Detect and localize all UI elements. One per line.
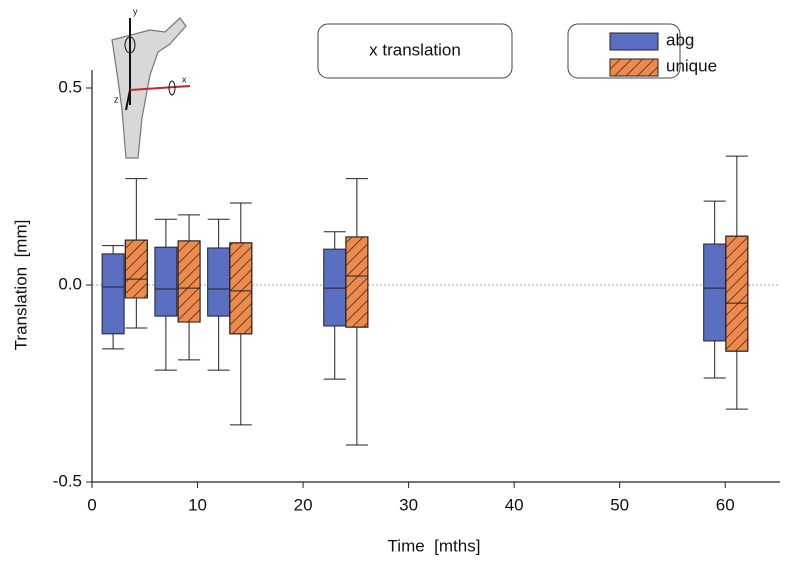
box [703, 243, 727, 342]
box [323, 248, 347, 327]
legend-label: abg [666, 30, 694, 49]
x-tick-label: 0 [87, 495, 96, 514]
y-axis-title: Translation [mm] [11, 220, 30, 351]
annotation-box [317, 23, 513, 79]
box [101, 253, 125, 335]
inset-illustration: y x z [111, 6, 191, 159]
box-hatch [124, 239, 148, 299]
x-tick-label: 10 [188, 495, 207, 514]
legend-swatch [609, 32, 659, 51]
inset-axis-label: y [133, 6, 138, 16]
annotation: x translation [369, 40, 461, 59]
y-tick-label: -0.5 [53, 471, 82, 490]
box-hatch [177, 240, 201, 323]
box-hatch [229, 242, 253, 335]
y-tick-label: 0.0 [58, 274, 82, 293]
legend-label: unique [666, 56, 717, 75]
box [154, 246, 178, 317]
box [207, 247, 231, 317]
x-tick-label: 40 [505, 495, 524, 514]
x-tick-label: 20 [294, 495, 313, 514]
x-axis-title: Time [mths] [388, 536, 481, 555]
box-hatch [345, 236, 369, 328]
y-tick-label: 0.5 [58, 77, 82, 96]
inset-axis-label: z [114, 94, 119, 104]
x-tick-label: 60 [716, 495, 735, 514]
box-hatch [725, 235, 749, 352]
x-tick-label: 30 [399, 495, 418, 514]
inset-axis-label: x [182, 74, 187, 84]
x-tick-label: 50 [610, 495, 629, 514]
legend-swatch-hatch [609, 58, 659, 77]
